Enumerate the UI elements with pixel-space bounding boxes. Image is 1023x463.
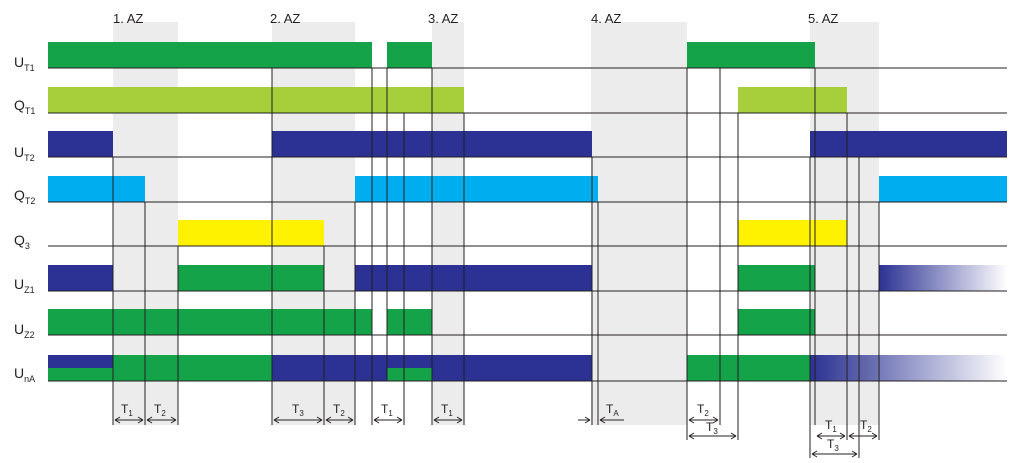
timing-label: T1 (381, 402, 393, 418)
timing-label: T1 (121, 402, 133, 418)
bar-qt2-c (879, 176, 1007, 202)
timing-arrows (114, 416, 878, 458)
timing-label: T1 (441, 402, 453, 418)
signal-label-uz2: UZ2 (14, 321, 35, 340)
bar-una-i (810, 355, 1007, 381)
bar-ut1-a (48, 42, 372, 68)
bar-uz2-a (48, 309, 372, 335)
bar-una-c (113, 355, 272, 381)
timing-label: T3 (292, 402, 304, 418)
phase-label-2: 2. AZ (270, 11, 300, 26)
timing-label: T1 (825, 418, 837, 434)
bar-uz1-c (355, 265, 592, 291)
bar-qt2-a (48, 176, 145, 202)
bar-qt1-a (48, 87, 464, 113)
signal-bars (48, 42, 1007, 381)
phase-label-3: 3. AZ (428, 11, 458, 26)
bar-una-a (48, 355, 113, 368)
signal-label-ut2: UT2 (14, 144, 35, 163)
signal-label-qt2: QT2 (14, 187, 35, 206)
timing-label: T2 (333, 402, 345, 418)
transition-lines (112, 68, 880, 458)
bar-uz1-b (178, 265, 324, 291)
signal-label-una: UnA (14, 365, 35, 384)
bar-q3-a (178, 220, 324, 246)
bar-ut1-b (387, 42, 432, 68)
bar-una-e (372, 355, 387, 381)
bar-qt1-b (738, 87, 847, 113)
bar-uz2-c (738, 309, 815, 335)
bar-qt2-b (355, 176, 598, 202)
bar-una-g (387, 368, 432, 381)
signal-label-q3: Q3 (14, 232, 30, 251)
timing-label: TA (606, 402, 619, 418)
phase-label-5: 5. AZ (808, 11, 838, 26)
timing-label: T3 (827, 437, 839, 453)
timing-label: T2 (697, 402, 709, 418)
phase-labels: 1. AZ 2. AZ 3. AZ 4. AZ 5. AZ (113, 11, 838, 26)
bar-una-b (48, 368, 113, 381)
bar-uz1-a (48, 265, 113, 291)
bar-ut2-a (48, 131, 113, 157)
bar-ut2-c (810, 131, 1007, 157)
timing-label: T3 (706, 420, 718, 436)
phase-label-4: 4. AZ (591, 11, 621, 26)
signal-label-qt1: QT1 (14, 97, 35, 116)
bar-uz1-d (738, 265, 815, 291)
phase-label-1: 1. AZ (113, 11, 143, 26)
bar-ut1-c (687, 42, 815, 68)
signal-label-ut1: UT1 (14, 54, 35, 73)
timing-label: T2 (154, 402, 166, 418)
signal-labels: UT1 QT1 UT2 QT2 Q3 UZ1 UZ2 UnA (14, 54, 35, 384)
timing-labels: T1 T2 T3 T2 T1 T1 TA T2 T3 T1 T2 T3 (121, 402, 872, 453)
bar-uz1-e (879, 265, 1007, 291)
timing-label: T2 (860, 418, 872, 434)
bar-una-h (687, 355, 810, 381)
bar-una-d (272, 355, 372, 381)
signal-label-uz1: UZ1 (14, 276, 35, 295)
bar-q3-b (738, 220, 847, 246)
bar-uz2-b (387, 309, 432, 335)
